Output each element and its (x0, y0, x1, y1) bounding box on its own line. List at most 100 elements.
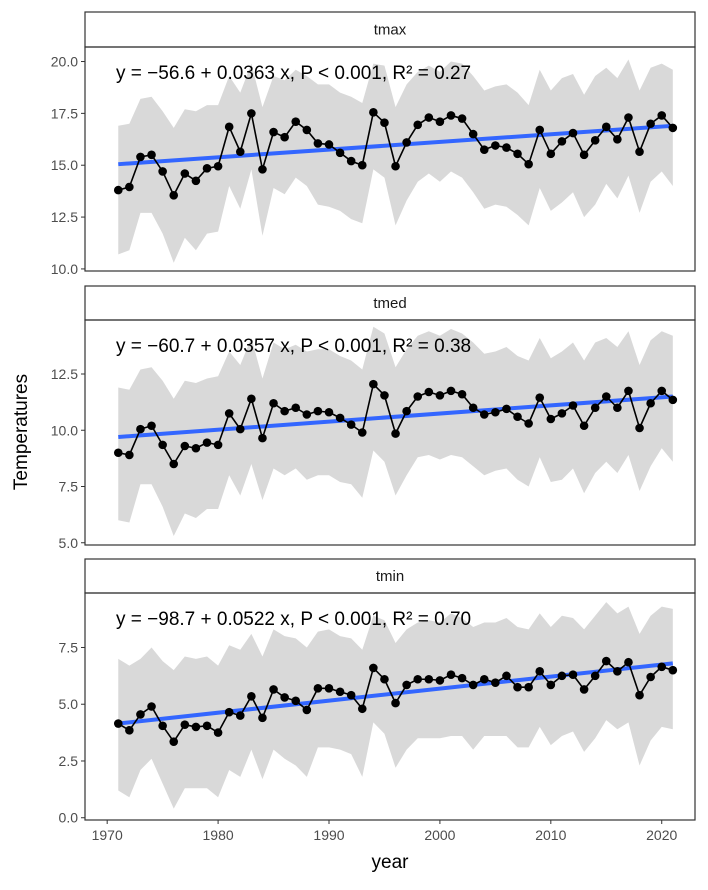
data-point (513, 682, 522, 692)
y-tick-label: 10.0 (51, 422, 78, 438)
data-point (546, 414, 556, 424)
data-point (213, 728, 223, 737)
y-tick-label: 7.5 (59, 639, 79, 655)
data-point (302, 410, 312, 419)
panel-tmax: tmax y = −56.6 + 0.0363 x, P < 0.001, R² … (51, 11, 696, 277)
x-tick-label: 1990 (313, 827, 344, 843)
x-tick-label: 2000 (424, 827, 455, 843)
data-point (468, 129, 478, 139)
data-point (590, 671, 600, 681)
y-tick-label: 5.0 (59, 535, 79, 551)
data-point (557, 671, 567, 681)
panel-border (84, 592, 696, 821)
data-point (269, 127, 278, 137)
data-point (247, 394, 256, 404)
data-point (302, 125, 312, 135)
data-point (491, 141, 500, 150)
data-point (313, 684, 323, 693)
data-point (346, 156, 356, 166)
data-point (446, 111, 456, 120)
data-point (158, 721, 167, 731)
data-point (180, 441, 190, 451)
data-point (169, 737, 179, 746)
data-point (491, 407, 500, 417)
data-point (313, 406, 323, 416)
data-point (357, 160, 367, 170)
data-point (579, 421, 589, 431)
data-point (380, 391, 389, 400)
data-point (169, 190, 179, 200)
data-point (113, 448, 123, 458)
x-axis: 1970 1980 1990 2000 2010 2020 (92, 820, 678, 843)
data-point (224, 409, 234, 418)
data-point (357, 704, 367, 714)
x-axis-title: year (372, 852, 410, 873)
data-point (601, 656, 611, 666)
data-point (313, 139, 323, 148)
y-axis-title: Temperatures (11, 374, 32, 490)
data-point (113, 719, 123, 728)
data-point (224, 122, 234, 132)
data-point (158, 167, 167, 176)
data-point (491, 678, 500, 687)
data-point (147, 421, 156, 431)
data-point (435, 391, 445, 400)
data-point (136, 710, 145, 719)
facet-strip-label: tmed (373, 295, 406, 312)
data-point (357, 428, 367, 437)
regression-equation: y = −98.7 + 0.0522 x, P < 0.001, R² = 0.… (116, 609, 471, 630)
data-point (247, 691, 256, 701)
data-point (346, 690, 356, 700)
data-point (657, 662, 667, 672)
data-point (324, 407, 334, 417)
data-point (524, 159, 533, 169)
data-point (258, 165, 267, 174)
data-point (435, 117, 445, 126)
data-point (524, 682, 533, 692)
data-point (624, 657, 633, 667)
data-point (646, 398, 655, 408)
data-point (657, 386, 667, 396)
data-point (224, 707, 234, 717)
data-point (235, 711, 245, 720)
data-point (635, 147, 644, 157)
data-point (280, 406, 289, 416)
data-point (324, 140, 334, 149)
facet-strip (84, 558, 696, 594)
data-point (158, 440, 167, 450)
data-point (180, 169, 190, 178)
data-point (380, 118, 389, 128)
data-point (613, 667, 622, 676)
y-tick-label: 5.0 (59, 696, 79, 712)
data-point (402, 138, 411, 147)
data-point (590, 136, 600, 145)
data-point (391, 698, 400, 708)
data-point (579, 685, 589, 694)
data-point (136, 424, 145, 434)
data-point (335, 148, 345, 158)
regression-equation: y = −60.7 + 0.0357 x, P < 0.001, R² = 0.… (116, 336, 471, 357)
data-point (668, 395, 678, 405)
data-point (191, 176, 201, 186)
data-point (269, 685, 278, 694)
data-point (369, 379, 378, 389)
data-point (335, 687, 345, 697)
data-point (513, 412, 522, 422)
panel-tmed: tmed y = −60.7 + 0.0357 x, P < 0.001, R² … (51, 285, 696, 551)
data-point (502, 671, 511, 681)
data-point (269, 398, 278, 408)
data-point (391, 161, 400, 171)
data-point (668, 123, 678, 133)
trend-line (118, 661, 674, 726)
data-point (280, 132, 289, 142)
data-point (502, 143, 511, 152)
data-point (147, 150, 156, 160)
data-point (557, 409, 567, 418)
data-point (613, 403, 622, 413)
data-point (624, 113, 633, 122)
facet-strip (84, 11, 696, 48)
data-point (435, 676, 445, 685)
data-point (235, 147, 245, 157)
data-point (646, 672, 655, 682)
y-tick-label: 12.5 (51, 209, 78, 225)
